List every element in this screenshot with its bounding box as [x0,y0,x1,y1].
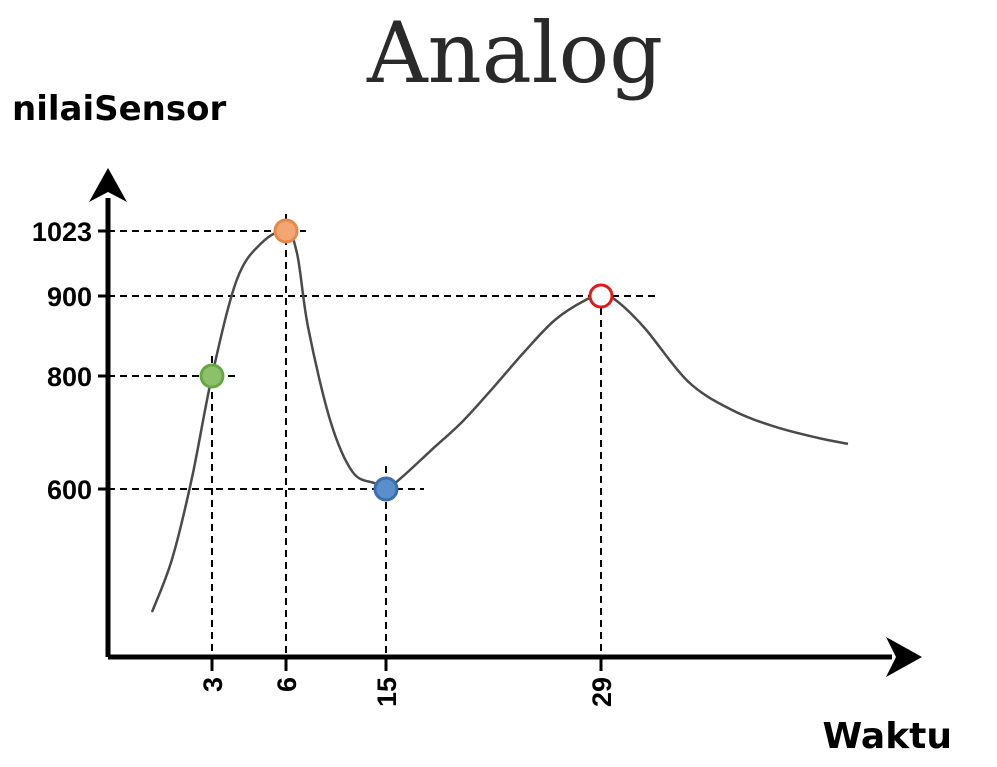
highlighted-point [373,476,399,502]
x-tick-label: 29 [587,677,617,707]
axes [89,168,922,677]
x-tick-label: 3 [198,677,228,692]
y-axis-label: nilaiSensor [12,89,226,129]
x-tick-label: 6 [272,677,302,692]
x-tick-label: 15 [372,677,402,707]
x-axis-label: Waktu [823,716,953,757]
series-line-layer [150,229,849,613]
highlighted-point [199,363,225,389]
chart-title: Analog [366,4,663,102]
y-tick-label: 600 [47,475,92,505]
y-tick-label: 800 [47,362,92,392]
y-tick-label: 1023 [32,217,92,247]
tick-labels: 1023 900 800 600 3 6 15 29 [32,217,617,707]
highlighted-points [199,218,614,502]
y-tick-label: 900 [47,282,92,312]
highlighted-point [273,218,299,244]
y-axis-arrow-icon [89,168,127,202]
x-axis-arrow-icon [886,637,922,677]
series-line [150,229,849,613]
highlighted-point [588,283,614,309]
guide-lines [108,214,656,669]
